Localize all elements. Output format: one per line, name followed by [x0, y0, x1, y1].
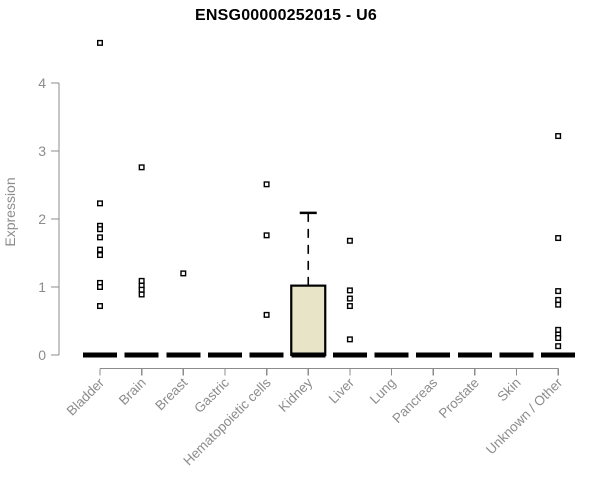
outlier-point — [138, 164, 145, 171]
outlier-point — [263, 311, 270, 318]
x-tick-label: Brain — [116, 375, 149, 408]
outlier-point — [555, 326, 562, 333]
outlier-point — [263, 232, 270, 239]
outlier-point — [346, 237, 353, 244]
outlier-point — [138, 277, 145, 284]
outlier-point — [555, 288, 562, 295]
outlier-point — [138, 291, 145, 298]
outlier-point — [96, 200, 103, 207]
median-bar — [416, 352, 451, 358]
x-tick-label: Lung — [367, 375, 399, 407]
median-bar — [499, 352, 534, 358]
outlier-point — [555, 343, 562, 350]
x-tick-label: Pancreas — [389, 375, 440, 426]
median-bar — [291, 352, 326, 358]
outlier-point — [555, 301, 562, 308]
median-bar — [83, 352, 117, 358]
outlier-point — [555, 335, 562, 342]
outlier-point — [555, 235, 562, 242]
median-bar — [374, 352, 409, 358]
outlier-point — [555, 296, 562, 303]
outlier-point — [96, 234, 103, 241]
outlier-point — [138, 286, 145, 293]
box — [290, 284, 327, 357]
outlier-point — [346, 336, 353, 343]
outlier-point — [180, 270, 187, 277]
outlier-point — [96, 39, 103, 46]
outlier-point — [555, 133, 562, 140]
x-tick-label: Unknown / Other — [483, 375, 566, 458]
outlier-point — [346, 287, 353, 294]
outlier-point — [96, 226, 103, 233]
median-bar — [457, 352, 492, 358]
x-tick-label: Skin — [494, 375, 523, 404]
y-tick-label: 1 — [38, 279, 46, 295]
median-bar — [166, 352, 201, 358]
median-bar — [207, 352, 242, 358]
x-tick-label: Liver — [326, 375, 358, 407]
outlier-point — [96, 303, 103, 310]
median-bar — [332, 352, 367, 358]
median-bar — [541, 352, 576, 358]
median-bar — [249, 352, 284, 358]
x-tick-label: Bladder — [64, 375, 108, 419]
y-tick-label: 4 — [38, 75, 46, 91]
outlier-point — [346, 295, 353, 302]
outlier-point — [263, 181, 270, 188]
median-bar — [124, 352, 159, 358]
y-tick-label: 2 — [38, 211, 46, 227]
x-tick-label: Prostate — [436, 375, 482, 421]
x-tick-label: Kidney — [276, 375, 316, 415]
x-tick-label: Gastric — [191, 375, 232, 416]
outlier-point — [96, 246, 103, 253]
y-tick-label: 3 — [38, 143, 46, 159]
y-tick-label: 0 — [38, 347, 46, 363]
x-tick-label: Breast — [152, 375, 190, 413]
chart-title: ENSG00000252015 - U6 — [195, 7, 377, 24]
outlier-point — [96, 252, 103, 259]
outlier-point — [346, 303, 353, 310]
outlier-point — [96, 284, 103, 291]
